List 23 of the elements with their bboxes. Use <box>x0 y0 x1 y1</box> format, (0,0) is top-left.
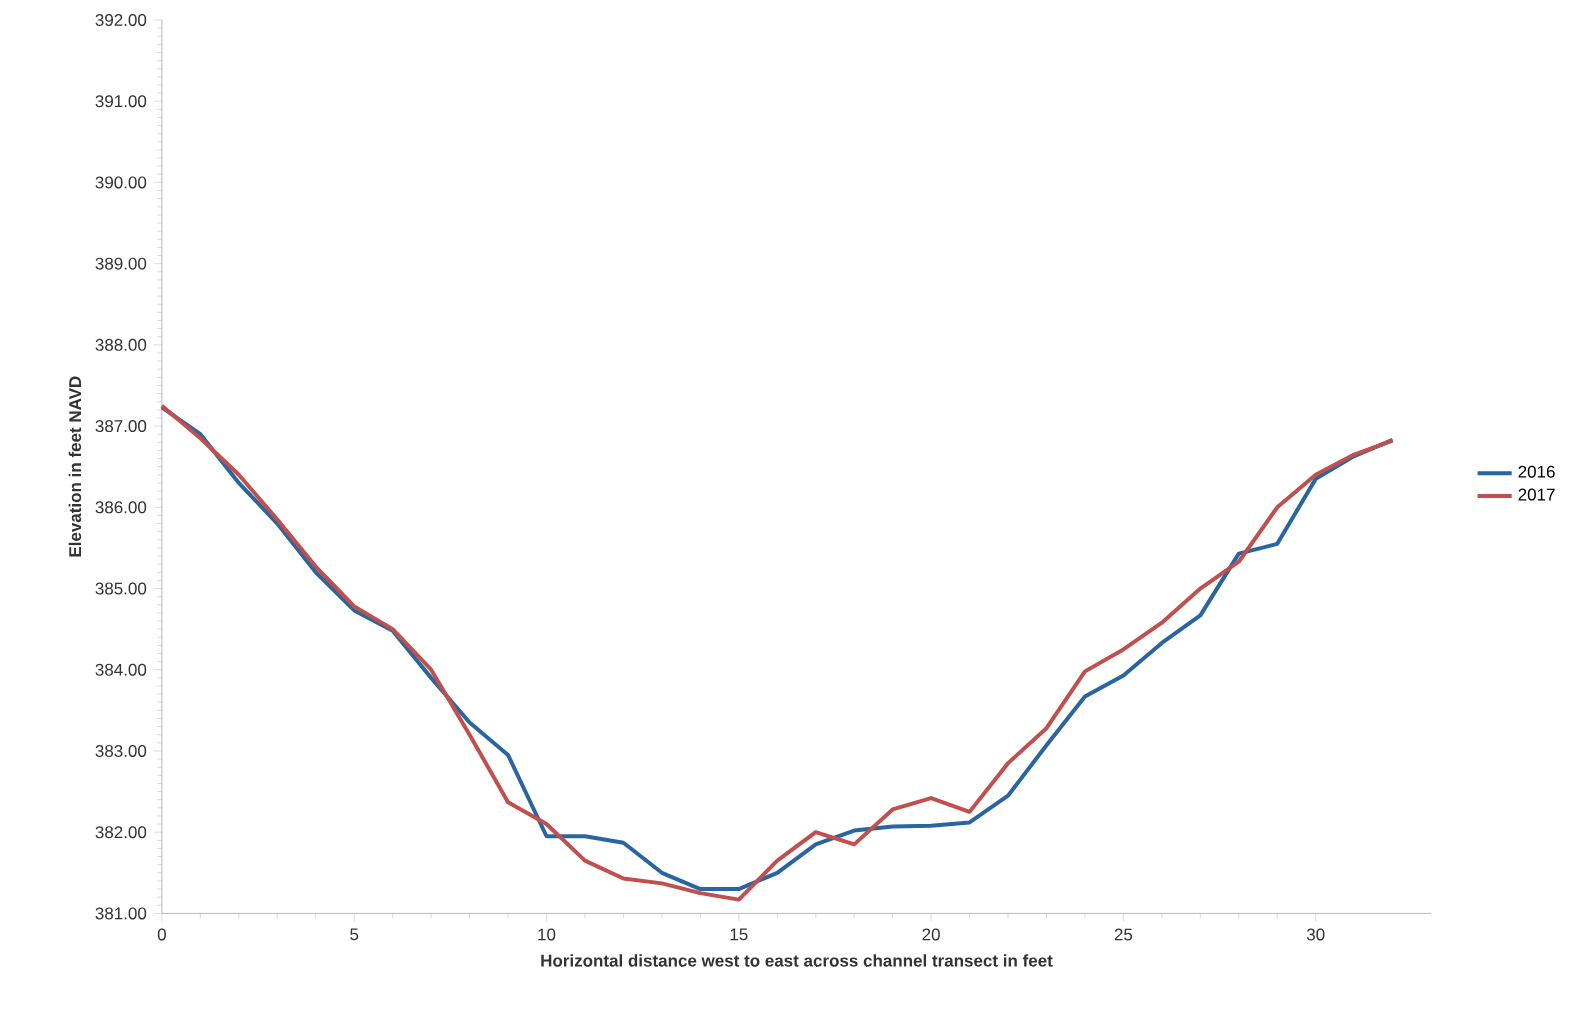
y-tick-label: 387.00 <box>95 419 147 432</box>
y-tick-label: 384.00 <box>95 663 147 676</box>
x-tick-label: 25 <box>1114 928 1133 941</box>
y-tick-label: 390.00 <box>95 176 147 189</box>
x-tick-label: 15 <box>730 928 748 941</box>
y-tick-label: 391.00 <box>95 95 147 108</box>
y-tick-label: 386.00 <box>95 501 147 514</box>
y-tick-label: 389.00 <box>95 257 147 270</box>
y-tick-label: 388.00 <box>95 338 147 351</box>
y-tick-label: 392.00 <box>95 13 147 26</box>
x-tick-label: 5 <box>350 928 359 941</box>
y-tick-label: 385.00 <box>95 582 147 595</box>
x-tick-label: 30 <box>1306 928 1325 941</box>
y-tick-label: 381.00 <box>95 907 147 920</box>
x-tick-label: 0 <box>157 928 166 941</box>
legend-label: 2016 <box>1518 465 1555 478</box>
legend-label: 2017 <box>1518 488 1555 501</box>
y-tick-label: 383.00 <box>95 744 147 757</box>
x-tick-label: 20 <box>922 928 940 941</box>
y-tick-label: 382.00 <box>95 826 147 839</box>
x-axis-title: Horizontal distance west to east across channel transect in feet <box>541 954 1053 967</box>
x-tick-label: 10 <box>538 928 556 941</box>
y-axis-title: Elevation in feet NAVD <box>68 376 82 557</box>
